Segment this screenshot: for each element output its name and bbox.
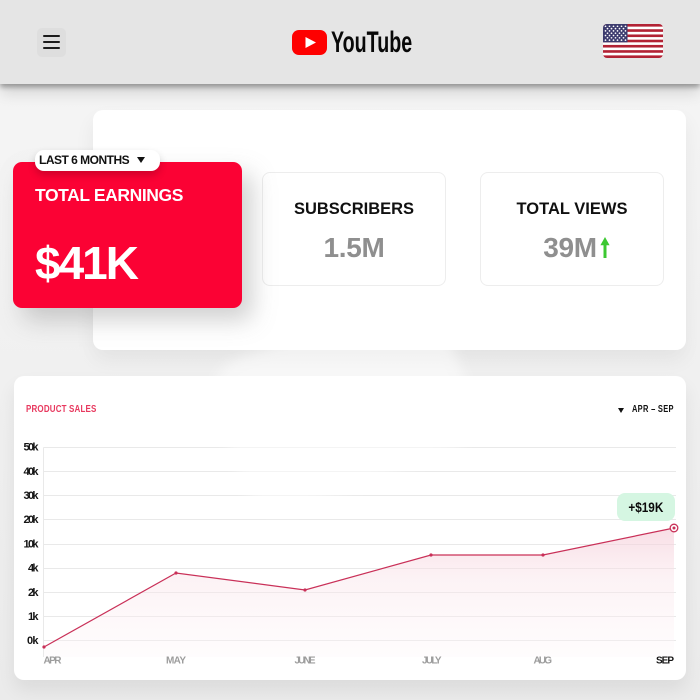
svg-text:40k: 40k xyxy=(24,466,40,478)
svg-text:30k: 30k xyxy=(24,490,40,502)
svg-text:50k: 50k xyxy=(24,442,40,454)
svg-text:APR: APR xyxy=(44,656,63,667)
svg-text:10k: 10k xyxy=(24,538,40,550)
svg-text:4k: 4k xyxy=(28,563,39,575)
svg-text:0k: 0k xyxy=(27,635,39,647)
svg-text:2k: 2k xyxy=(28,587,39,599)
svg-text:MAY: MAY xyxy=(166,656,186,667)
svg-text:JUNE: JUNE xyxy=(295,656,316,667)
svg-text:AUG: AUG xyxy=(534,656,553,667)
svg-text:20k: 20k xyxy=(24,514,40,526)
svg-text:SEP: SEP xyxy=(656,656,674,667)
svg-text:1k: 1k xyxy=(28,611,39,623)
svg-text:JULY: JULY xyxy=(422,656,442,667)
